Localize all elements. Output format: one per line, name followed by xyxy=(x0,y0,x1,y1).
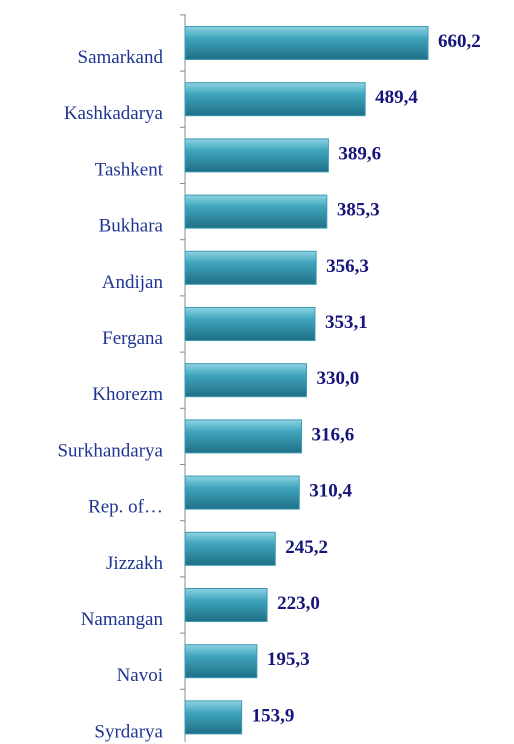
value-label: 330,0 xyxy=(316,368,359,389)
category-label: Navoi xyxy=(117,665,163,686)
category-label: Namangan xyxy=(81,609,164,630)
chart: Samarkand 660,2 Kashkadarya 489,4 Tashkent 38… xyxy=(0,0,514,744)
category-label: Fergana xyxy=(102,328,163,349)
category-label: Tashkent xyxy=(95,159,164,180)
value-label: 389,6 xyxy=(338,143,381,164)
category-label: Kashkadarya xyxy=(64,103,164,124)
bar xyxy=(185,364,306,397)
category-label: Surkhandarya xyxy=(57,440,163,461)
bar xyxy=(185,701,242,734)
value-label: 660,2 xyxy=(438,31,481,52)
category-label: Bukhara xyxy=(99,216,164,237)
bar xyxy=(185,476,299,509)
value-label: 316,6 xyxy=(312,424,355,445)
category-label: Khorezm xyxy=(92,384,163,405)
value-label: 353,1 xyxy=(325,312,368,333)
bar xyxy=(185,532,275,565)
bar xyxy=(185,308,315,341)
category-label: Jizzakh xyxy=(106,553,163,574)
bar xyxy=(185,589,267,622)
value-label: 385,3 xyxy=(337,200,380,221)
page: {"chart_data": {"type": "bar", "orientat… xyxy=(0,0,514,744)
value-label: 195,3 xyxy=(267,649,310,670)
value-label: 245,2 xyxy=(285,537,328,558)
value-label: 153,9 xyxy=(252,705,295,726)
category-label: Syrdarya xyxy=(94,721,163,742)
category-label: Samarkand xyxy=(78,47,164,68)
value-label: 356,3 xyxy=(326,256,369,277)
bar xyxy=(185,27,428,60)
bar xyxy=(185,645,257,678)
category-label: Andijan xyxy=(102,272,164,293)
value-label: 310,4 xyxy=(309,481,352,502)
bar xyxy=(185,139,328,172)
value-label: 489,4 xyxy=(375,87,418,108)
bar xyxy=(185,251,316,284)
value-label: 223,0 xyxy=(277,593,320,614)
bar xyxy=(185,195,327,228)
category-label: Rep. of… xyxy=(88,497,163,518)
bar xyxy=(185,83,365,116)
bar xyxy=(185,420,302,453)
